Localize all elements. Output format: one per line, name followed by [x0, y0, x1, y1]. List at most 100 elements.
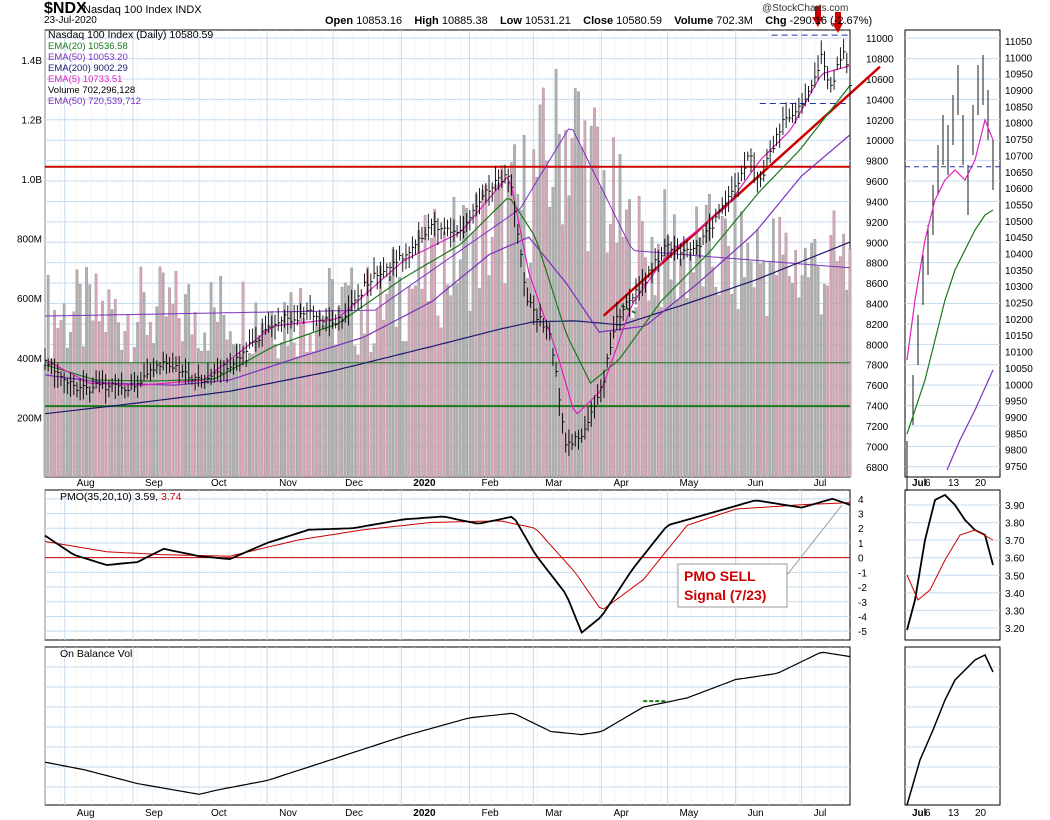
- volume-bar: [315, 323, 318, 478]
- y-tick-label: 7600: [866, 381, 889, 392]
- volume-bar: [557, 134, 561, 478]
- volume-bar: [698, 237, 702, 478]
- volume-bar: [641, 221, 644, 478]
- volume-bar: [436, 315, 440, 478]
- volume-bar: [762, 261, 766, 478]
- volume-bar: [580, 146, 584, 478]
- x-tick-label: 2020: [413, 478, 436, 489]
- x-tick-label: Aug: [77, 808, 95, 819]
- volume-bar: [347, 285, 350, 478]
- volume-bar: [212, 307, 216, 478]
- volume-bar: [379, 265, 382, 478]
- volume-bar: [117, 322, 120, 478]
- volume-bar: [823, 284, 826, 478]
- legend-item: EMA(200) 9002.29: [48, 63, 128, 74]
- volume-bar: [551, 187, 555, 478]
- volume-bar: [730, 294, 734, 478]
- panel-frame: [904, 646, 1001, 806]
- volume-bar: [149, 322, 152, 478]
- volume-bar: [181, 341, 184, 478]
- volume-bar: [784, 232, 788, 478]
- volume-bar: [324, 316, 328, 478]
- mini-x-tick-label: Jul: [912, 478, 927, 489]
- volume-bar: [519, 210, 523, 478]
- pmo-tick-label: -2: [858, 583, 867, 594]
- volume-bar: [337, 307, 341, 478]
- volume-bar: [660, 307, 663, 478]
- volume-bar: [458, 259, 462, 478]
- vol-tick-label: 1.0B: [21, 175, 42, 186]
- annotation-box: [677, 563, 788, 608]
- volume-ema-line: [44, 128, 851, 317]
- vol-tick-label: 800M: [17, 235, 42, 246]
- volume-bar: [510, 162, 513, 478]
- volume-bar: [439, 327, 443, 478]
- volume-bar: [398, 277, 401, 478]
- mini-y-tick-label: 10750: [1005, 135, 1033, 146]
- volume-bar: [280, 342, 283, 478]
- volume-bar: [359, 311, 363, 478]
- pmo-tick-label: -4: [858, 612, 867, 623]
- mini-y-tick-label: 10000: [1005, 380, 1033, 391]
- volume-bar: [331, 279, 334, 478]
- volume-bar: [366, 266, 369, 478]
- green-dash-marker: [620, 304, 638, 315]
- mini-y-tick-label: 11000: [1005, 53, 1033, 64]
- volume-bar: [835, 261, 839, 478]
- volume-bar: [819, 314, 823, 478]
- volume-bar: [66, 347, 69, 478]
- volume-bar: [423, 214, 427, 478]
- volume-bar: [56, 327, 60, 478]
- y-tick-label: 9000: [866, 238, 889, 249]
- x-tick-label: Feb: [481, 478, 499, 489]
- pmo-tick-label: 1: [858, 539, 864, 550]
- volume-bar: [637, 195, 641, 478]
- y-tick-label: 10400: [866, 95, 894, 106]
- x-tick-label: Apr: [613, 478, 629, 489]
- volume-bar: [478, 288, 481, 478]
- volume-bar: [69, 332, 72, 478]
- volume-bar: [826, 285, 829, 478]
- obv-legend: On Balance Vol: [60, 648, 133, 660]
- volume-bar: [740, 211, 743, 478]
- annotation-line-2: Signal (7/23): [684, 587, 766, 603]
- volume-bar: [101, 300, 104, 478]
- mini-y-tick-label: 10250: [1005, 299, 1033, 310]
- volume-bar: [46, 275, 50, 478]
- volume-bar: [653, 295, 657, 478]
- volume-bar: [465, 207, 469, 478]
- mini-y-tick-label: 10800: [1005, 119, 1033, 130]
- y-tick-label: 8000: [866, 340, 889, 351]
- volume-bar: [771, 218, 775, 478]
- volume-bar: [206, 350, 210, 478]
- volume-bar: [577, 91, 580, 478]
- mini-pmo-tick-label: 3.50: [1005, 571, 1025, 582]
- x-tick-label: Jun: [748, 478, 764, 489]
- volume-bar: [570, 137, 574, 478]
- volume-bar: [85, 267, 88, 478]
- mini-y-tick-label: 9900: [1005, 413, 1028, 424]
- mini-x-tick-label: 6: [925, 478, 931, 489]
- volume-bar: [417, 230, 421, 478]
- volume-bar: [593, 107, 596, 478]
- volume-bar: [152, 343, 155, 478]
- vol-tick-label: 200M: [17, 413, 42, 424]
- volume-bar: [666, 236, 670, 478]
- volume-bar: [781, 254, 785, 478]
- volume-bar: [161, 272, 165, 478]
- trendline: [602, 65, 881, 317]
- volume-bar: [442, 231, 446, 478]
- x-tick-label: Jul: [814, 478, 827, 489]
- mini-pmo-tick-label: 3.40: [1005, 589, 1025, 600]
- volume-bar: [708, 194, 711, 478]
- x-tick-label: Feb: [481, 808, 499, 819]
- x-tick-label: May: [679, 808, 698, 819]
- annotation-line-1: PMO SELL: [684, 568, 756, 584]
- mini-y-tick-label: 10500: [1005, 217, 1033, 228]
- volume-bar: [302, 318, 306, 478]
- volume-bar: [270, 311, 274, 478]
- volume-bar: [778, 217, 782, 478]
- legend-item: EMA(20) 10536.58: [48, 41, 128, 52]
- volume-bar: [276, 358, 280, 478]
- volume-bar: [711, 266, 714, 478]
